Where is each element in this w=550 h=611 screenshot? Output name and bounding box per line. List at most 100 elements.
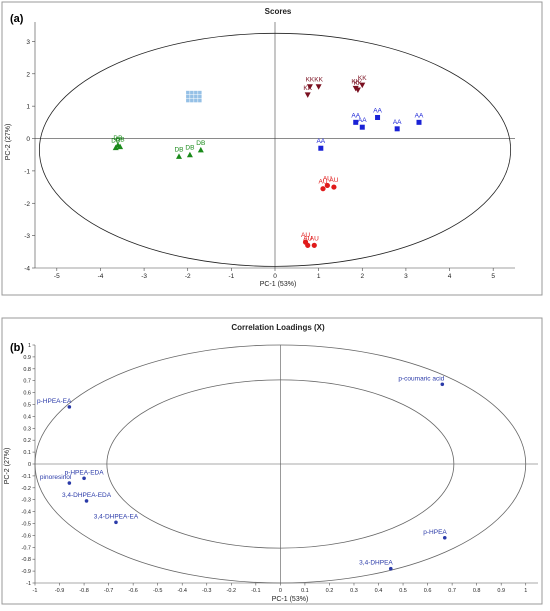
x-tick-label: 0.3 <box>350 588 358 594</box>
loading-point-label: p-HPEA-EDA <box>65 469 105 476</box>
faded-cluster-point <box>194 90 198 95</box>
y-tick-label: -0.2 <box>22 486 31 492</box>
score-point-label: AU <box>318 179 327 186</box>
score-point-DB <box>197 146 204 153</box>
loading-point-label: pinoresinol <box>40 474 72 481</box>
faded-cluster-point <box>190 98 194 103</box>
panel-b-title: Correlation Loadings (X) <box>231 323 325 332</box>
y-tick-label: 0.7 <box>23 379 31 385</box>
x-tick-label: -0.8 <box>79 588 88 594</box>
faded-cluster-point <box>198 98 202 103</box>
loading-point-label: p-HPEA-EA <box>37 398 72 405</box>
score-point-DB <box>112 144 119 151</box>
loading-point <box>388 566 393 571</box>
x-tick-label: -0.4 <box>177 588 186 594</box>
panel-a-title: Scores <box>265 7 292 16</box>
loading-point-label: p-coumaric acid <box>398 375 444 382</box>
y-tick-label: 0.1 <box>23 450 31 456</box>
x-tick-label: -0.6 <box>128 588 137 594</box>
score-point-label: AA <box>316 138 325 145</box>
x-tick-label: -0.5 <box>153 588 162 594</box>
score-point-KK <box>315 84 322 90</box>
x-tick-label: 0.6 <box>424 588 432 594</box>
score-point-AA <box>416 119 422 125</box>
score-point-DB <box>176 153 182 159</box>
score-point-label: AA <box>373 107 382 114</box>
score-point-label: KK <box>354 80 363 87</box>
panel-a-label: (a) <box>10 13 24 25</box>
y-tick-label: 0.2 <box>23 438 31 444</box>
x-tick-label: 0.5 <box>399 588 407 594</box>
y-tick-label: -0.1 <box>22 474 31 480</box>
panel-a-y-axis-label: PC-2 (27%) <box>5 124 12 161</box>
y-tick-label: 0.6 <box>23 391 31 397</box>
x-tick-label: -3 <box>141 273 147 280</box>
y-tick-label: -2 <box>24 201 30 208</box>
loading-point <box>442 535 447 540</box>
score-point-label: KK <box>358 75 367 82</box>
panel-b-marks: p-HPEA-EA p-coumaric acid p-HPEA-EDApinore… <box>37 375 447 571</box>
confidence-ellipse <box>38 32 512 267</box>
faded-cluster-point <box>194 94 198 99</box>
score-point-KK <box>359 82 366 89</box>
panel-a-axes: -5 -4 -3 -2 -1 0 1 2 3 4 5 -4 -3 -2 -1 0 1 2 3 <box>24 22 515 280</box>
loading-point <box>440 382 445 387</box>
score-point-KK <box>304 92 311 98</box>
score-point-label: AA <box>358 117 367 124</box>
score-point-label: AU <box>303 235 312 242</box>
loading-point <box>67 481 72 485</box>
x-tick-label: -0.2 <box>227 588 236 594</box>
x-tick-label: -1 <box>33 588 38 594</box>
x-tick-label: -0.9 <box>55 588 64 594</box>
score-point-label: AU <box>301 232 310 239</box>
x-tick-label: 5 <box>491 273 495 280</box>
score-point-label: AA <box>351 112 360 119</box>
faded-cluster-point <box>190 94 194 99</box>
y-tick-label: 0.4 <box>23 414 31 420</box>
y-tick-label: 2 <box>26 71 30 78</box>
loading-point-label: 3,4-DHPEA-EDA <box>62 492 112 499</box>
score-point-label: DB <box>111 138 120 145</box>
panel-a: Scores (a) PC-1 (53%) PC-2 (27%) -5 -4 -3 -… <box>1 1 543 296</box>
score-point-label: DB <box>174 146 183 153</box>
faded-cluster-point <box>186 90 190 95</box>
x-tick-label: 0.8 <box>473 588 481 594</box>
score-point-AU <box>331 184 337 190</box>
loading-point <box>82 476 86 481</box>
score-point-label: AU <box>329 177 338 184</box>
score-point-AU <box>324 182 330 189</box>
x-tick-label: 1 <box>524 588 527 594</box>
score-point-label: DB <box>185 145 194 152</box>
faded-cluster-point <box>198 94 202 99</box>
panel-a-x-axis-label: PC-1 (53%) <box>260 281 297 288</box>
x-tick-label: -0.3 <box>202 588 211 594</box>
x-tick-label: 3 <box>404 273 408 280</box>
score-point-label: KK <box>314 77 323 84</box>
y-tick-label: 0.5 <box>23 403 31 409</box>
x-tick-label: -5 <box>54 273 60 280</box>
panel-b-label: (b) <box>10 342 24 354</box>
score-point-AA <box>353 119 359 125</box>
x-tick-label: 0.9 <box>497 588 505 594</box>
score-point-AA <box>375 114 381 120</box>
score-point-label: DB <box>196 140 205 147</box>
x-tick-label: 0.7 <box>448 588 456 594</box>
score-point-label: KK <box>303 85 312 92</box>
loading-point-label: p-HPEA <box>423 529 447 536</box>
y-tick-label: 0.8 <box>23 367 31 373</box>
y-tick-label: -0.3 <box>22 498 31 504</box>
score-point-label: DB <box>113 135 122 142</box>
x-tick-label: -1 <box>228 273 234 280</box>
x-tick-label: -0.1 <box>251 588 260 594</box>
panel-b-axes: -1 -0.9 -0.8 -0.7 -0.6 -0.5 -0.4 -0.3 -0.2 -0.1 0 0… <box>22 343 538 594</box>
y-tick-label: -4 <box>24 266 30 273</box>
score-point-AA <box>394 126 400 132</box>
x-tick-label: 0.2 <box>326 588 334 594</box>
y-tick-label: -1 <box>24 168 30 175</box>
faded-cluster-point <box>190 90 194 95</box>
x-tick-label: -0.7 <box>104 588 113 594</box>
y-tick-label: 0.3 <box>23 426 31 432</box>
